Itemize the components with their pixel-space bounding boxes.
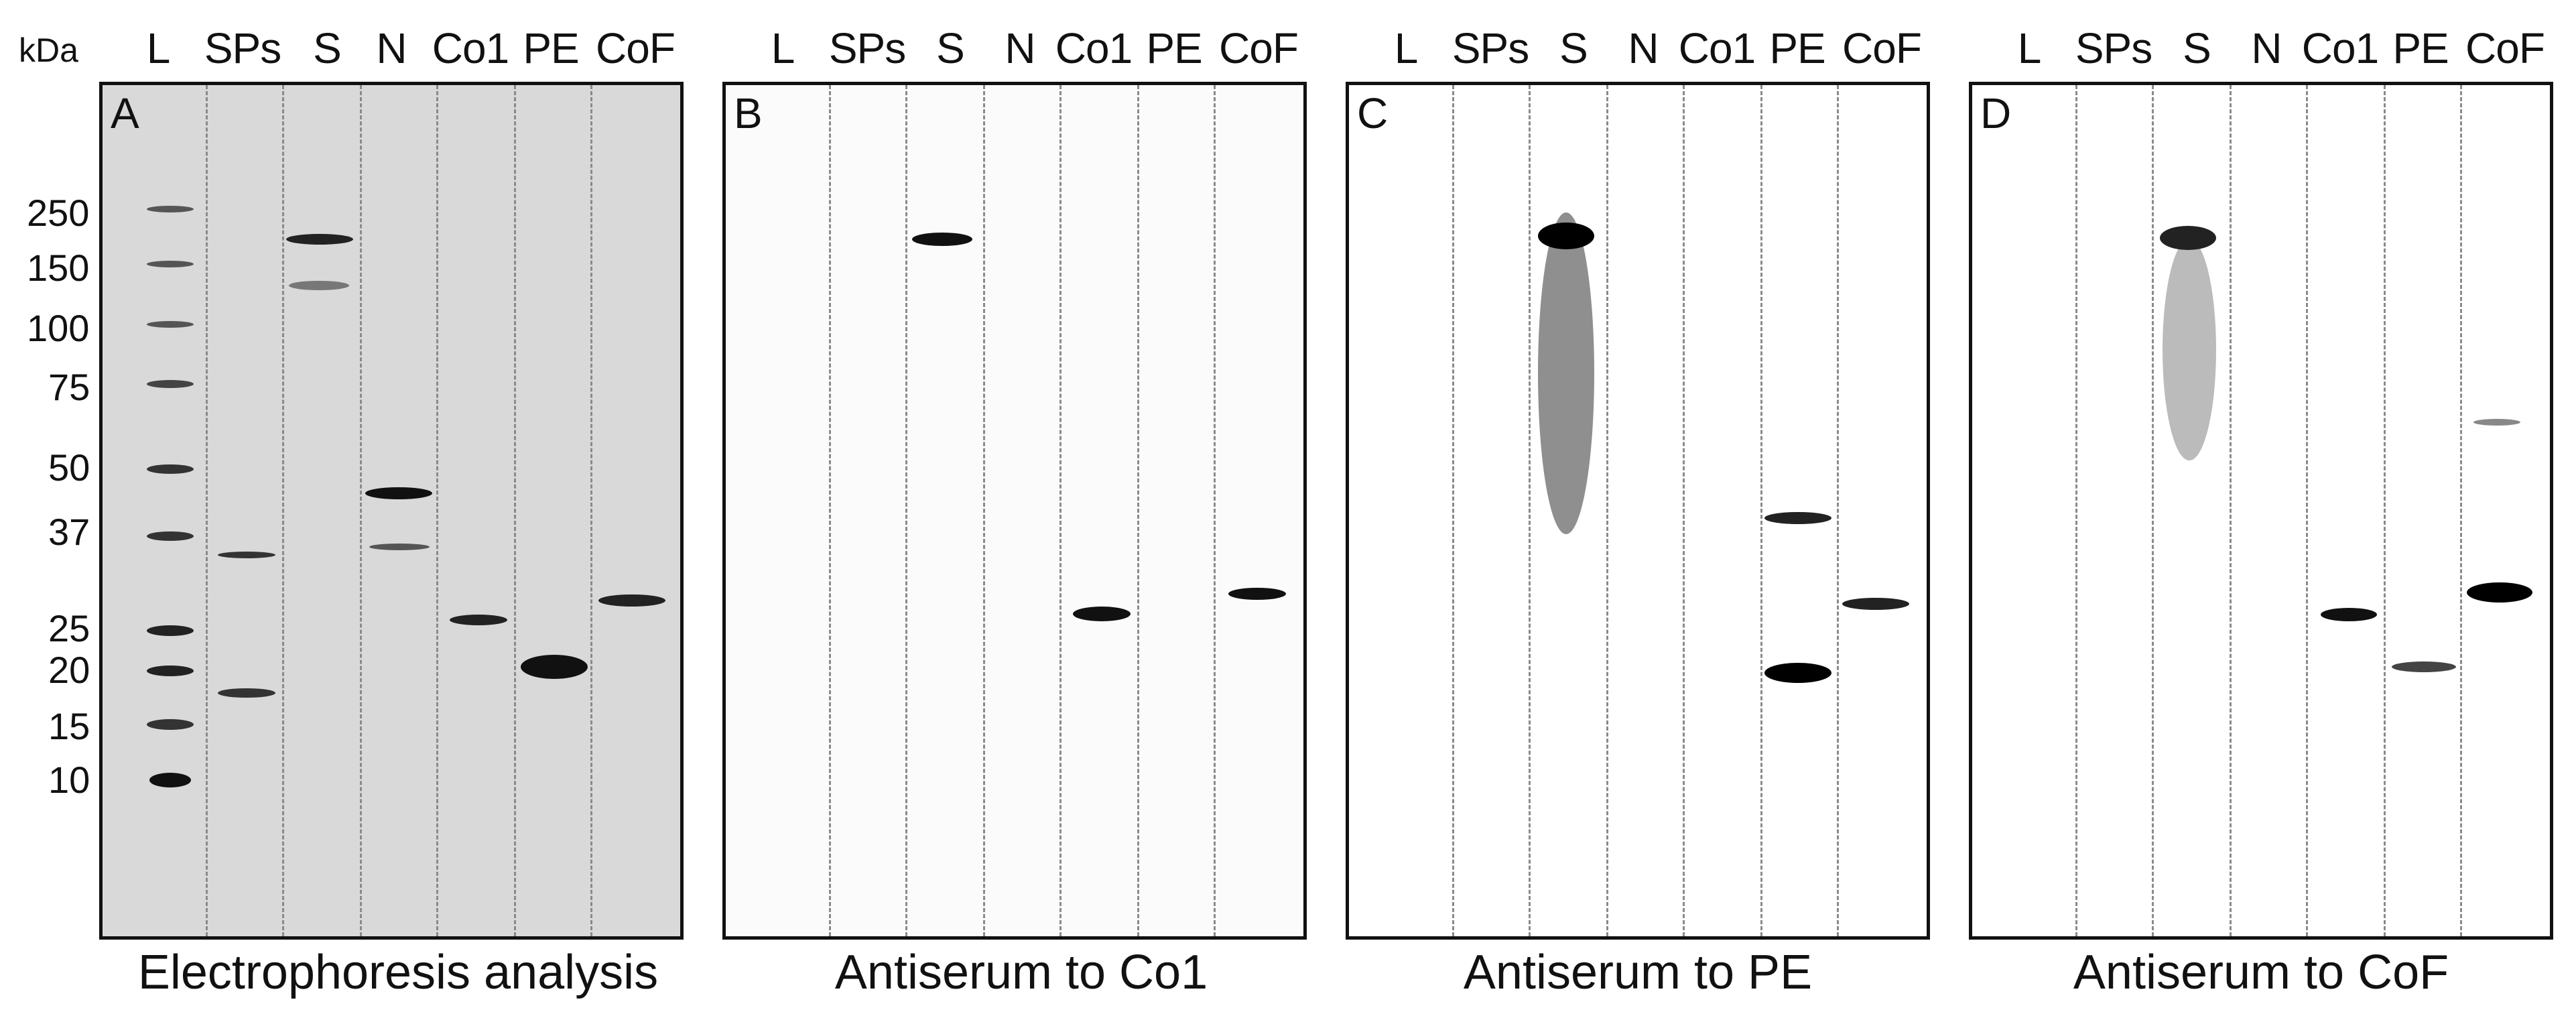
lane-label-l: L [146, 24, 171, 72]
lane-label-pe: PE [2392, 24, 2449, 72]
lane-label-sps: SPs [828, 24, 906, 72]
panel-a-caption: Electrophoresis analysis [137, 946, 659, 999]
lane-label-l: L [2017, 24, 2042, 72]
lane-label-sps: SPs [1452, 24, 1529, 72]
panel-letter: D [1980, 89, 2012, 137]
panel-c-caption: Antiserum to PE [1463, 946, 1813, 999]
blot-panel-c: C [1346, 82, 1930, 940]
panel-b-caption: Antiserum to Co1 [834, 946, 1208, 999]
panel-letter: B [734, 89, 763, 137]
blot-band [1538, 223, 1594, 249]
panel-letter: C [1357, 89, 1389, 137]
mw-marker: 15 [48, 705, 90, 747]
lane-label-s: S [313, 24, 342, 72]
kda-label: kDa [19, 31, 78, 69]
lane-label-pe: PE [1146, 24, 1202, 72]
blot-band [2473, 419, 2520, 426]
lane-label-l: L [771, 24, 795, 72]
blot-band [1764, 663, 1831, 683]
gel-band [369, 544, 430, 550]
ladder-band [147, 719, 194, 730]
mw-marker: 250 [27, 192, 90, 234]
mw-marker: 37 [48, 511, 90, 553]
ladder-band [147, 531, 194, 541]
lane-label-co1: Co1 [1055, 24, 1133, 72]
blot-band [1228, 588, 1286, 600]
gel-band [289, 281, 349, 290]
blot-band [1073, 607, 1131, 621]
gel-band [450, 615, 507, 625]
lane-label-s: S [936, 24, 965, 72]
gel-band [218, 552, 275, 558]
mw-marker: 20 [48, 649, 90, 691]
mw-marker: 50 [48, 446, 90, 489]
blot-smear [1538, 212, 1594, 534]
blot-band [2392, 661, 2456, 672]
ladder-band [147, 321, 194, 328]
ladder-band [147, 206, 194, 212]
lane-label-n: N [376, 24, 407, 72]
gel-band [286, 234, 353, 245]
panel-letter: A [111, 89, 139, 137]
gel-band [365, 487, 432, 499]
lane-label-cof: CoF [2465, 24, 2545, 72]
lane-label-co1: Co1 [2301, 24, 2379, 72]
lane-label-cof: CoF [596, 24, 675, 72]
lane-label-n: N [1005, 24, 1035, 72]
blot-band [2321, 608, 2377, 621]
mw-marker: 75 [48, 366, 90, 408]
ladder-band [147, 380, 194, 388]
ladder-band [147, 261, 194, 267]
lane-label-co1: Co1 [432, 24, 509, 72]
panel-d-caption: Antiserum to CoF [2073, 946, 2449, 999]
lane-label-n: N [2251, 24, 2282, 72]
blot-band [912, 233, 972, 246]
lane-label-pe: PE [1769, 24, 1825, 72]
mw-marker: 100 [27, 307, 90, 349]
mw-marker: 10 [48, 759, 90, 801]
gel-panel-a: A [99, 82, 684, 940]
lane-label-co1: Co1 [1678, 24, 1756, 72]
lane-label-s: S [2183, 24, 2211, 72]
blot-panel-d: D [1969, 82, 2553, 940]
lane-label-l: L [1394, 24, 1419, 72]
mw-marker: 150 [27, 247, 90, 289]
blot-band [2160, 226, 2216, 250]
lane-label-s: S [1559, 24, 1588, 72]
blot-band [2467, 582, 2532, 603]
blot-band [1842, 598, 1909, 610]
blot-band [1764, 512, 1831, 524]
lane-label-sps: SPs [2075, 24, 2152, 72]
ladder-band [147, 464, 194, 474]
lane-label-pe: PE [523, 24, 579, 72]
lane-label-sps: SPs [204, 24, 281, 72]
ladder-band [149, 773, 191, 787]
lane-label-cof: CoF [1219, 24, 1299, 72]
gel-band [521, 655, 588, 679]
blot-panel-b: B [722, 82, 1307, 940]
ladder-band [147, 666, 194, 676]
lane-label-n: N [1628, 24, 1659, 72]
ladder-band [147, 625, 194, 636]
lane-label-cof: CoF [1842, 24, 1922, 72]
gel-band [218, 688, 275, 698]
blot-smear [2163, 239, 2216, 460]
gel-band [598, 594, 665, 607]
mw-marker: 25 [48, 607, 90, 649]
